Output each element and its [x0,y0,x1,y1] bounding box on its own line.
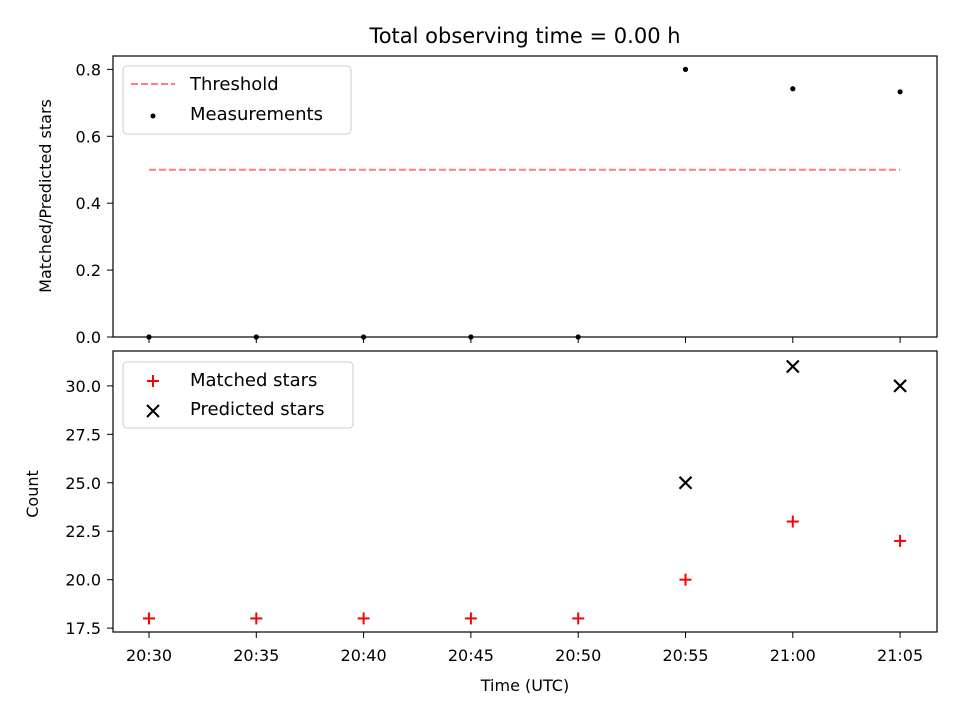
bottom-y-tick-label: 20.0 [65,571,101,590]
measurement-point [682,66,689,72]
chart-title: Total observing time = 0.00 h [368,24,680,48]
legend-matched-label: Matched stars [190,370,317,391]
x-tick-label: 20:35 [233,646,279,665]
bottom-legend: Matched stars Predicted stars [122,361,354,429]
top-axes-frame [112,55,938,338]
measurement-point [790,86,796,92]
legend-measurements-label: Measurements [190,104,323,125]
legend-matched-swatch [147,375,159,387]
bottom-y-tick-label: 25.0 [65,474,101,493]
legend-threshold-label: Threshold [189,74,279,95]
matched-star-point [894,534,907,547]
top-legend: Threshold Measurements [122,65,352,135]
top-y-tick-label: 0.8 [76,60,101,79]
matched-star-point [786,515,799,528]
x-tick-label: 20:30 [126,646,172,665]
x-tick-label: 20:40 [341,646,387,665]
bottom-y-axis: 17.5 20.0 22.5 25.0 27.5 30.0 [65,377,113,638]
x-tick-label: 21:05 [877,646,923,665]
bottom-y-tick-label: 17.5 [65,619,101,638]
top-y-tick-label: 0.2 [76,261,101,280]
bottom-x-axis: 20:30 20:35 20:40 20:45 20:50 20:55 21:00 21:05 [126,632,923,665]
legend-predicted-swatch [146,404,160,418]
bottom-y-tick-label: 22.5 [65,522,101,541]
matched-star-point [679,573,692,586]
matched-star-point [250,612,263,625]
legend-predicted-label: Predicted stars [190,399,324,420]
bottom-panel: Count Time (UTC) 17.5 20.0 22.5 25.0 27.5 30.… [23,350,938,695]
matched-star-point [357,612,370,625]
top-y-tick-label: 0.0 [76,328,101,347]
bottom-plot-area [143,359,907,625]
top-y-axis-label: Matched/Predicted stars [36,99,55,293]
bottom-y-axis-label: Count [23,470,42,518]
top-y-tick-label: 0.4 [76,194,101,213]
top-panel: Total observing time = 0.00 h Matched/Pr… [36,24,938,347]
top-y-tick-label: 0.6 [76,127,101,146]
bottom-axes-frame [112,350,938,633]
top-y-axis: 0.0 0.2 0.4 0.6 0.8 [76,60,113,347]
matched-star-point [464,612,477,625]
measurement-point [897,89,903,95]
bottom-legend-box [122,361,354,429]
matched-star-point [572,612,585,625]
top-legend-box [122,65,352,135]
bottom-y-tick-label: 30.0 [65,377,101,396]
predicted-star-point [678,476,693,490]
x-tick-label: 20:55 [662,646,708,665]
bottom-y-tick-label: 27.5 [65,425,101,444]
legend-measurements-swatch [150,113,156,119]
x-tick-label: 21:00 [770,646,816,665]
matched-star-point [143,612,155,625]
predicted-star-point [893,379,907,393]
x-tick-label: 20:50 [555,646,601,665]
predicted-star-point [786,359,800,374]
x-tick-label: 20:45 [448,646,494,665]
x-axis-label: Time (UTC) [480,676,569,695]
